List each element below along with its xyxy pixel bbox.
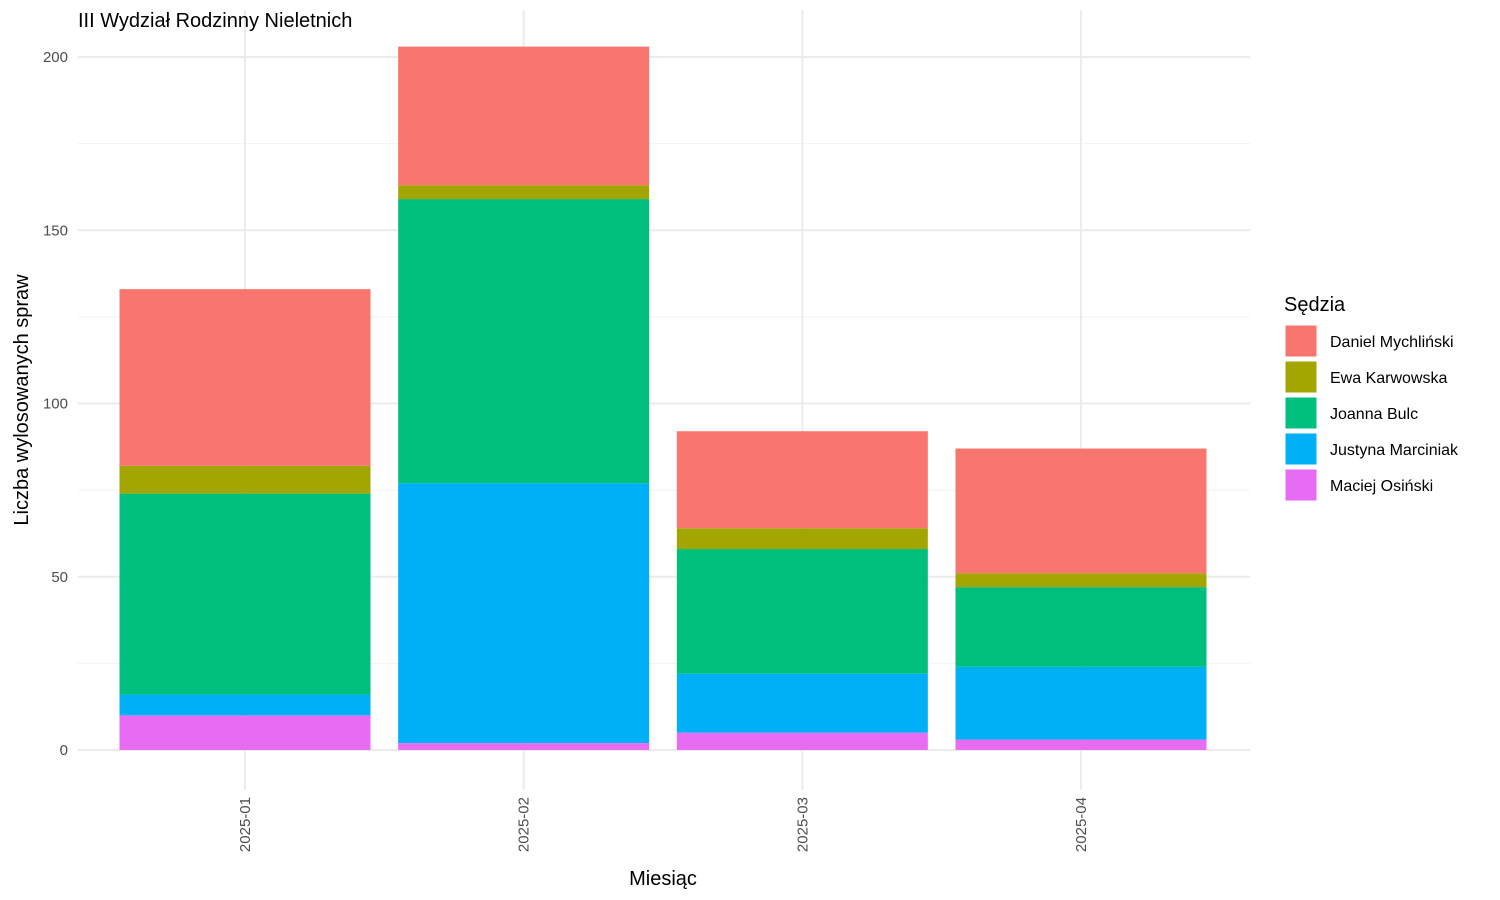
bar-segment	[119, 289, 371, 466]
bar-segment	[398, 483, 650, 744]
bar-segment	[119, 715, 371, 750]
y-tick-label: 200	[43, 49, 68, 66]
bar-segment	[955, 587, 1207, 667]
y-tick-label: 150	[43, 222, 68, 239]
bar-segment	[955, 739, 1207, 750]
legend-title: Sędzia	[1284, 294, 1346, 316]
bar-segment	[398, 185, 650, 200]
legend-label: Maciej Osiński	[1330, 478, 1433, 495]
legend-swatch	[1284, 468, 1318, 502]
y-tick-label: 50	[51, 569, 68, 586]
legend-swatch	[1284, 432, 1318, 466]
y-axis-ticks: 0 50 100 150 200	[43, 49, 68, 759]
bars	[119, 46, 1207, 750]
x-tick-label: 2025-04	[1073, 797, 1090, 852]
bar-segment	[398, 46, 650, 186]
y-tick-label: 0	[60, 742, 68, 759]
x-axis-title: Miesiąc	[629, 868, 697, 890]
legend-label: Joanna Bulc	[1330, 406, 1418, 423]
bar-segment	[955, 666, 1207, 740]
bar-segment	[676, 431, 928, 529]
x-tick-label: 2025-03	[794, 797, 811, 852]
bar-segment	[119, 493, 371, 695]
legend: Sędzia Daniel Mychliński Ewa Karwowska Joa…	[1284, 294, 1459, 502]
bar-segment	[119, 694, 371, 716]
bar-segment	[955, 448, 1207, 574]
bar-segment	[676, 732, 928, 750]
x-axis-ticks: 2025-01 2025-02 2025-03 2025-04	[237, 797, 1090, 852]
legend-swatch	[1284, 360, 1318, 394]
y-tick-label: 100	[43, 396, 68, 413]
legend-label: Daniel Mychliński	[1330, 334, 1454, 351]
y-axis-title: Liczba wylosowanych spraw	[11, 274, 33, 526]
bar-segment	[398, 743, 650, 750]
bar-segment	[676, 528, 928, 550]
x-tick-label: 2025-02	[516, 797, 533, 852]
bar-segment	[398, 199, 650, 484]
legend-swatch	[1284, 396, 1318, 430]
bar-segment	[676, 673, 928, 733]
legend-swatch	[1284, 324, 1318, 358]
x-tick-label: 2025-01	[237, 797, 254, 852]
bar-segment	[119, 465, 371, 494]
legend-label: Justyna Marciniak	[1330, 442, 1459, 459]
legend-label: Ewa Karwowska	[1330, 370, 1447, 387]
chart-title: III Wydział Rodzinny Nieletnich	[78, 10, 352, 32]
bar-segment	[955, 573, 1207, 588]
bar-segment	[676, 549, 928, 674]
